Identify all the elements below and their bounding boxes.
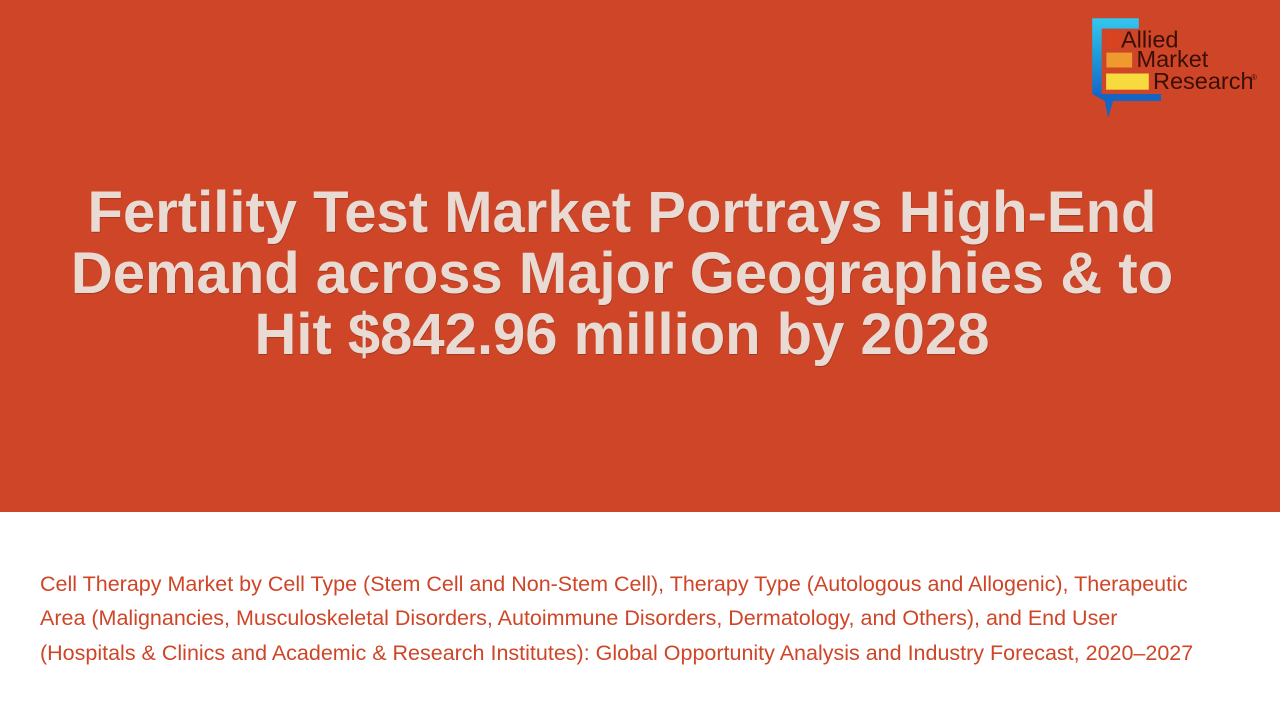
svg-text:Research: Research: [1153, 68, 1254, 94]
svg-text:®: ®: [1251, 73, 1257, 82]
